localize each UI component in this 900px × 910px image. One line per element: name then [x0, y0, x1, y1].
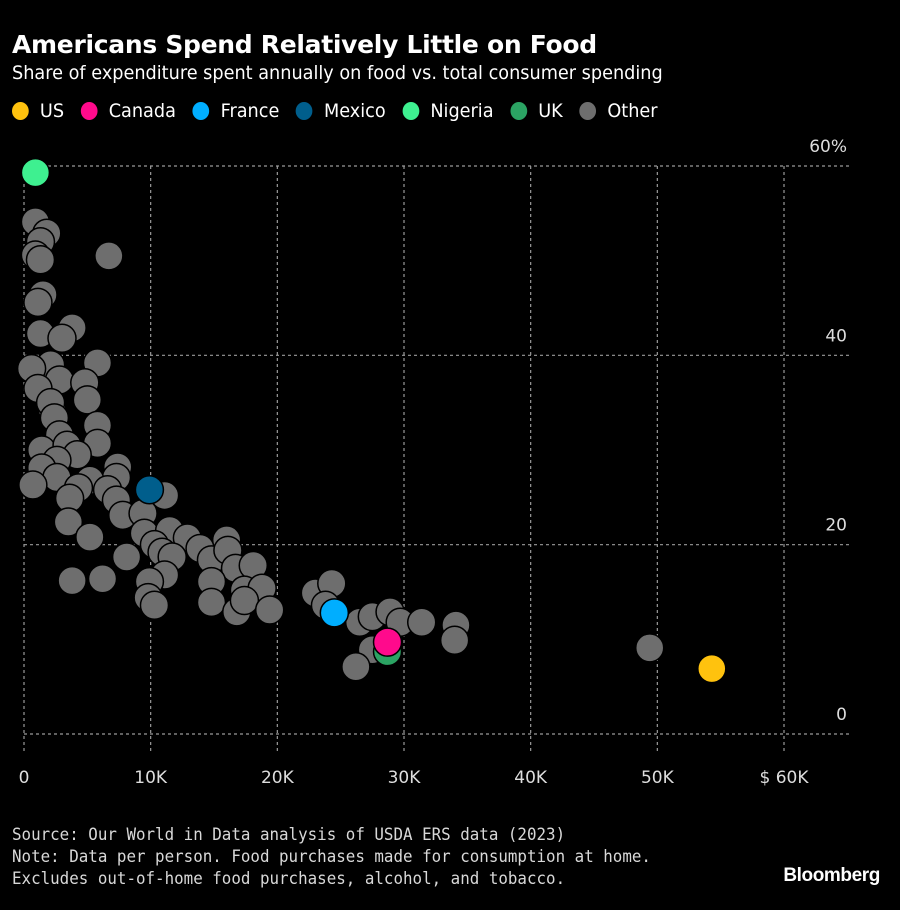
legend-swatch-icon [296, 102, 313, 120]
legend-item-us: US [12, 100, 64, 122]
point-other [439, 625, 470, 656]
legend-item-canada: Canada [80, 100, 176, 122]
point-other [139, 590, 170, 621]
point-other [75, 522, 105, 552]
legend-label: Mexico [323, 100, 386, 122]
legend: US Canada France Mexico Nigeria UK Other [12, 100, 674, 122]
point-mexico [134, 475, 165, 505]
legend-swatch-icon [579, 102, 597, 120]
x-tick-label: 10K [134, 768, 168, 788]
legend-item-mexico: Mexico [296, 100, 386, 122]
point-other [634, 633, 665, 663]
gridlines [23, 165, 850, 752]
legend-swatch-icon [402, 102, 420, 120]
x-tick-label: 30K [388, 768, 422, 788]
axis-ticks: 0 20 40 60% 0 10K 20K 30K 40K 50K $ 60K [19, 137, 847, 788]
legend-label: France [220, 100, 280, 122]
y-tick-label: 40 [825, 326, 847, 346]
legend-label: UK [538, 100, 563, 122]
legend-label: Other [607, 100, 658, 122]
y-tick-label: 20 [825, 516, 847, 536]
legend-item-nigeria: Nigeria [402, 100, 494, 122]
point-nigeria [20, 157, 51, 188]
y-tick-label: 60% [809, 137, 847, 157]
point-france [319, 598, 350, 628]
legend-swatch-icon [192, 102, 210, 120]
x-tick-label: 40K [514, 768, 548, 788]
legend-swatch-icon [510, 102, 528, 120]
point-us [697, 653, 727, 684]
point-other [25, 244, 56, 275]
legend-swatch-icon [80, 102, 98, 120]
point-other [53, 507, 84, 537]
point-other [254, 595, 285, 625]
chart-subtitle: Share of expenditure spent annually on f… [12, 62, 663, 84]
legend-swatch-icon [12, 102, 29, 120]
legend-label: Nigeria [430, 100, 494, 122]
point-other [87, 563, 118, 594]
legend-item-france: France [192, 100, 280, 122]
point-other [111, 542, 142, 572]
bloomberg-logo: Bloomberg [783, 865, 880, 886]
note-line-1: Note: Data per person. Food purchases ma… [12, 847, 651, 866]
legend-item-uk: UK [510, 100, 563, 122]
point-other [72, 385, 103, 415]
point-other [406, 607, 437, 638]
x-tick-label: 50K [641, 768, 675, 788]
source-note: Source: Our World in Data analysis of US… [12, 825, 566, 844]
point-other [57, 565, 87, 596]
x-tick-label: 20K [261, 768, 295, 788]
point-other [196, 587, 227, 618]
point-other [94, 241, 124, 271]
point-canada [372, 627, 403, 657]
point-other [341, 652, 371, 682]
y-tick-label: 0 [836, 705, 847, 725]
point-other [18, 470, 48, 500]
point-other [23, 287, 53, 318]
point-other [47, 323, 77, 354]
point-other [229, 585, 260, 616]
data-points [16, 157, 727, 684]
x-tick-label: 0 [19, 768, 30, 788]
scatter-chart: 0 20 40 60% 0 10K 20K 30K 40K 50K $ 60K [16, 137, 850, 788]
chart-title: Americans Spend Relatively Little on Foo… [12, 30, 597, 59]
legend-label: US [39, 100, 65, 122]
x-tick-label: $ 60K [760, 768, 810, 788]
note-line-2: Excludes out-of-home food purchases, alc… [12, 869, 566, 888]
legend-item-other: Other [579, 100, 658, 122]
legend-label: Canada [108, 100, 176, 122]
footer-notes: Source: Our World in Data analysis of US… [12, 824, 678, 890]
